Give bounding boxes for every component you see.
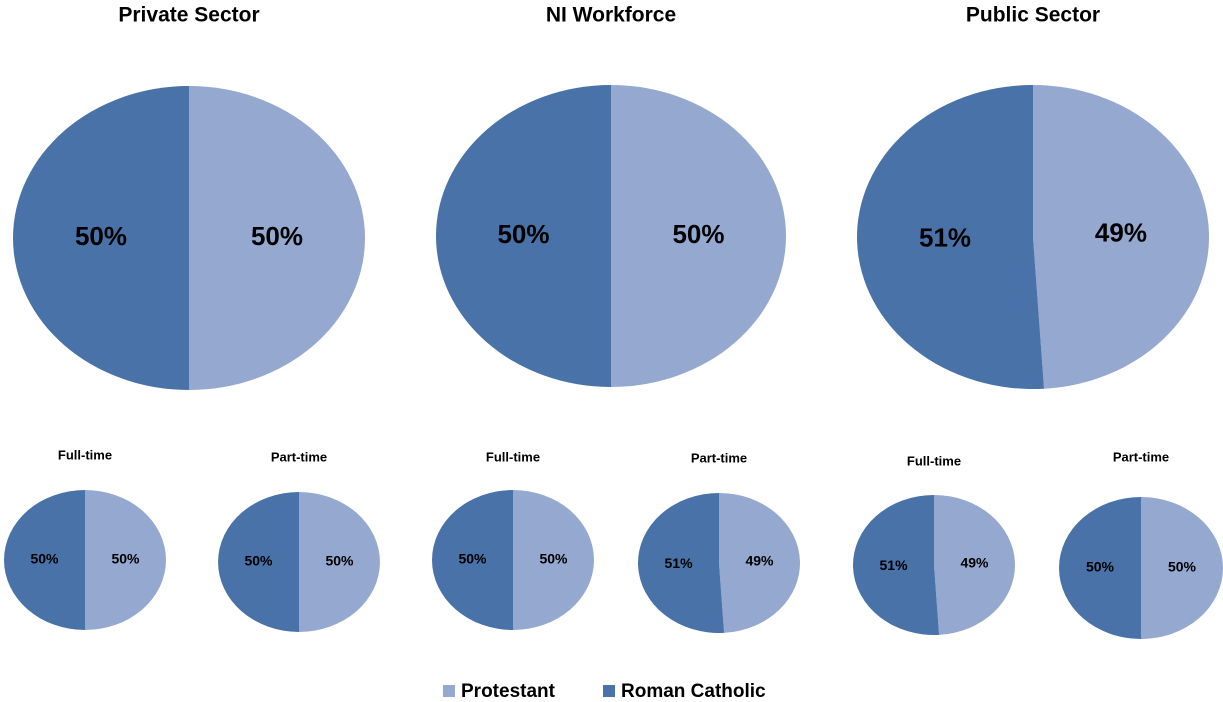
slice-label: 51%	[665, 555, 694, 571]
pie-slice	[218, 492, 299, 632]
pie-slice	[436, 85, 611, 387]
pie-slice	[85, 490, 166, 630]
slice-label: 50%	[458, 551, 487, 567]
pie-slice	[13, 86, 189, 390]
slice-label: 49%	[960, 555, 989, 571]
slice-label: 50%	[497, 219, 549, 249]
slice-label: 49%	[745, 553, 774, 569]
slice-label: 50%	[111, 551, 140, 567]
legend-label: Roman Catholic	[621, 681, 766, 702]
pie-title: Public Sector	[966, 4, 1100, 27]
pie-title: Part-time	[691, 450, 747, 465]
pie-title: Part-time	[271, 449, 327, 464]
slice-label: 50%	[325, 553, 354, 569]
pie-slice	[1141, 497, 1223, 639]
pie-slice	[638, 493, 725, 633]
pie-slice	[432, 490, 513, 630]
legend-label: Protestant	[461, 681, 556, 702]
pie-slice	[299, 492, 380, 632]
pie-slice	[852, 495, 940, 636]
slice-label: 51%	[880, 557, 909, 573]
pie-slice	[1059, 497, 1141, 639]
pie-slice	[513, 490, 594, 630]
pie-title: Full-time	[907, 453, 961, 468]
pie-slice	[934, 495, 1015, 635]
slice-label: 50%	[1086, 559, 1115, 575]
pie-slice	[189, 86, 365, 390]
slice-label: 50%	[75, 221, 127, 251]
slice-label: 50%	[539, 551, 568, 567]
pie-slice	[719, 493, 801, 633]
pie-slice	[4, 490, 85, 630]
slice-label: 50%	[672, 219, 724, 249]
pie-title: Private Sector	[118, 4, 259, 27]
pie-slice	[1033, 85, 1210, 389]
legend-swatch	[603, 685, 615, 697]
legend-swatch	[443, 685, 455, 697]
pie-title: Part-time	[1113, 449, 1169, 464]
slice-label: 50%	[251, 221, 303, 251]
pie-title: NI Workforce	[546, 4, 676, 27]
pie-title: Full-time	[486, 449, 540, 464]
pie-slice	[611, 85, 786, 387]
pie-slice	[857, 85, 1045, 389]
slice-label: 50%	[30, 551, 59, 567]
slice-label: 49%	[1095, 217, 1147, 247]
slice-label: 51%	[919, 222, 971, 252]
slice-label: 50%	[244, 553, 273, 569]
pie-title: Full-time	[58, 447, 112, 462]
slice-label: 50%	[1168, 559, 1197, 575]
